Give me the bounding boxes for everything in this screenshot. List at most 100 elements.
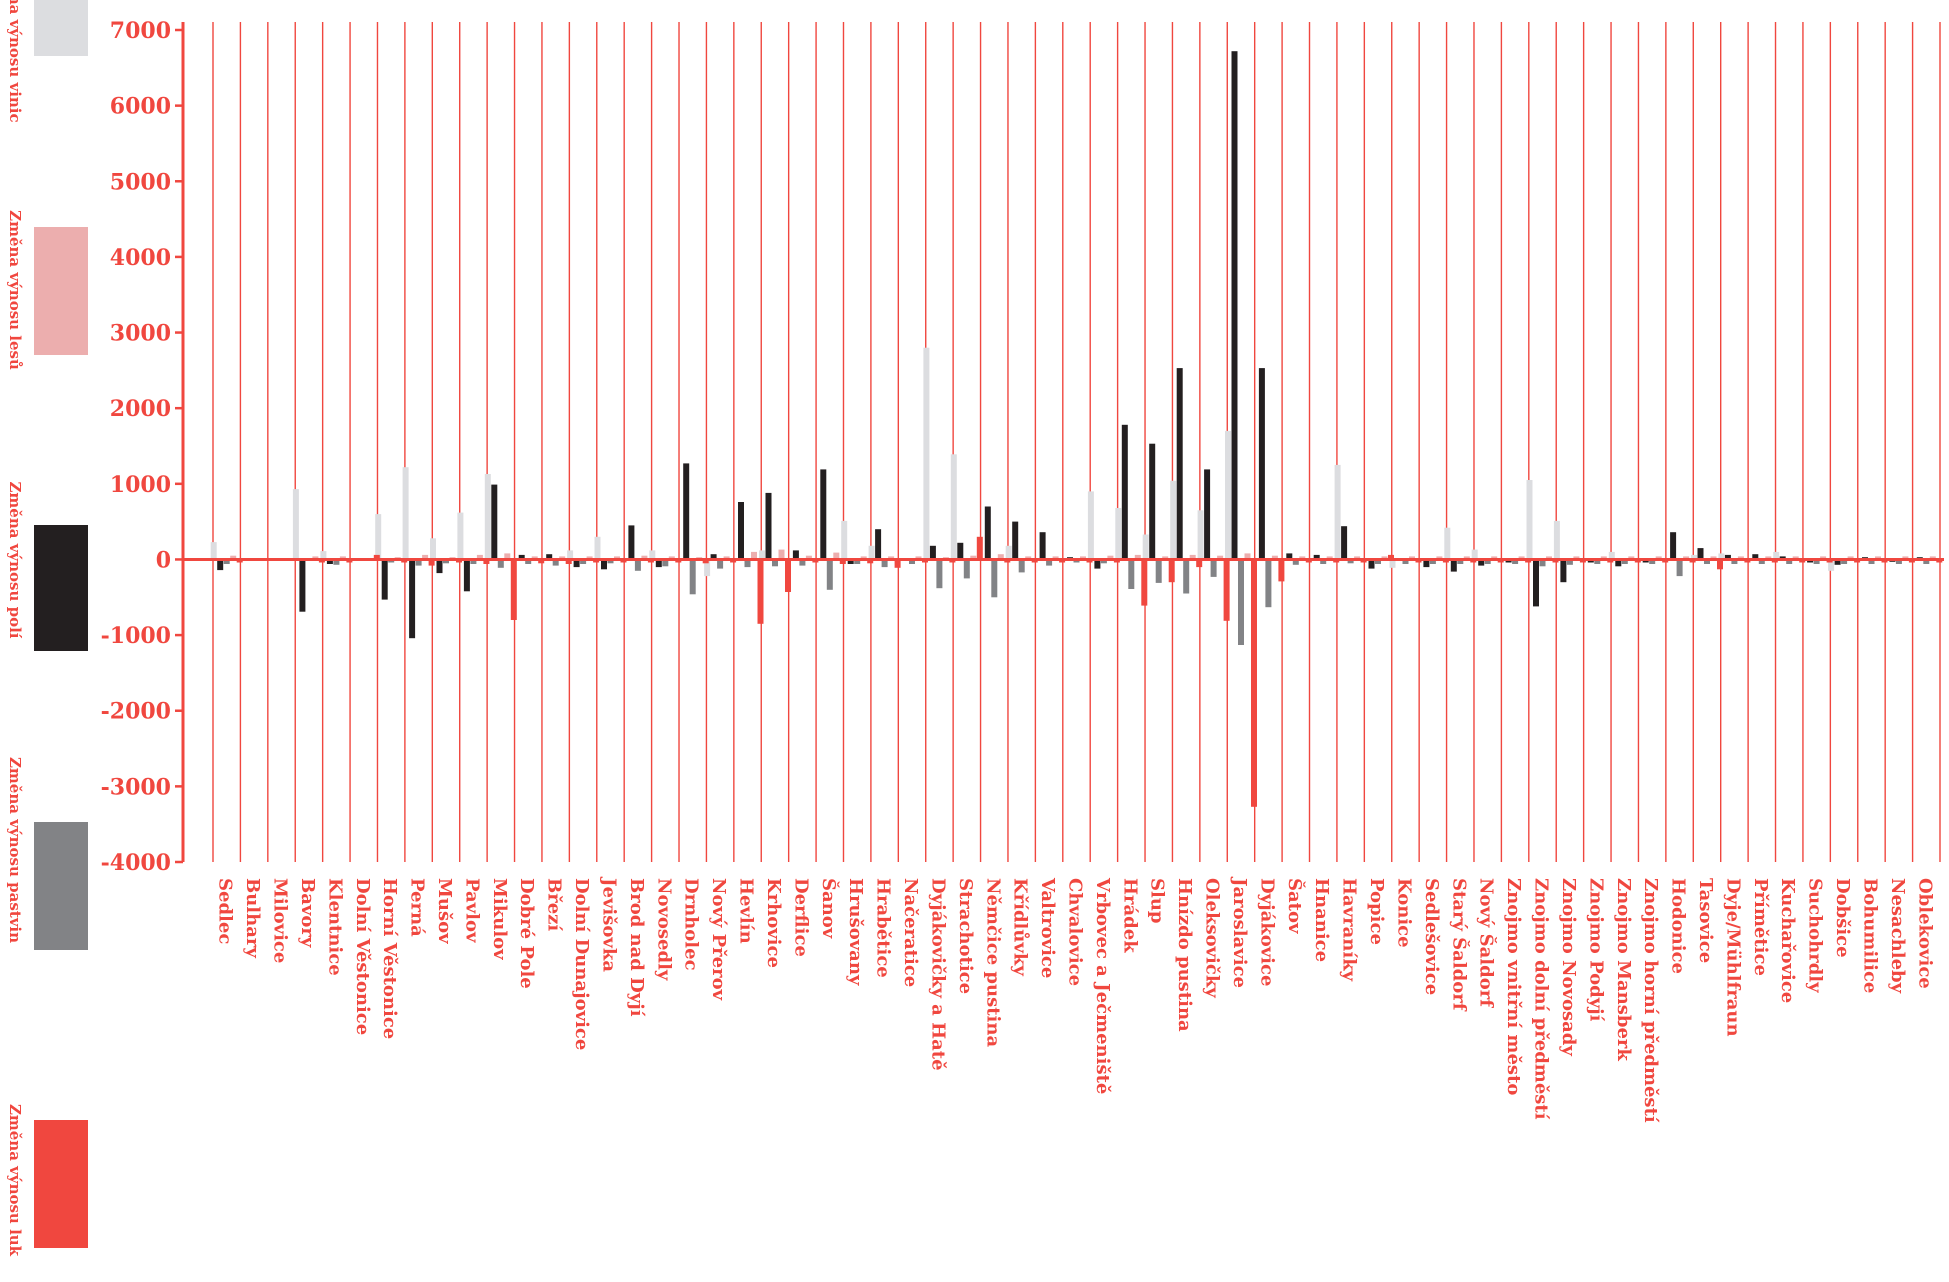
bar bbox=[759, 550, 765, 560]
bar bbox=[1450, 559, 1457, 572]
bar bbox=[875, 529, 882, 560]
bar bbox=[428, 559, 435, 566]
bar bbox=[634, 559, 641, 571]
bar bbox=[702, 559, 709, 564]
bar bbox=[1436, 556, 1443, 560]
bar bbox=[1566, 559, 1573, 565]
bar bbox=[1100, 559, 1107, 564]
bar bbox=[586, 556, 593, 560]
bar bbox=[723, 556, 730, 560]
bar bbox=[867, 559, 874, 564]
bar bbox=[525, 559, 532, 564]
bar bbox=[1875, 556, 1881, 560]
bar bbox=[860, 556, 867, 560]
bar bbox=[1457, 559, 1464, 564]
bar bbox=[620, 559, 627, 563]
bar bbox=[1752, 554, 1759, 560]
legend-swatch bbox=[34, 1120, 88, 1248]
bar bbox=[970, 555, 977, 560]
bar bbox=[1320, 559, 1327, 564]
x-tick-label: Suchohrdly bbox=[1805, 878, 1826, 993]
bar bbox=[929, 545, 936, 560]
y-tick-label: -2000 bbox=[101, 699, 171, 725]
bar bbox=[1210, 559, 1217, 577]
bar bbox=[456, 559, 462, 563]
bar bbox=[1628, 556, 1635, 560]
y-tick-label: 4000 bbox=[110, 245, 171, 271]
bar bbox=[401, 559, 408, 563]
bar bbox=[757, 559, 764, 624]
bar bbox=[326, 559, 333, 564]
bar bbox=[1354, 556, 1361, 560]
bar bbox=[299, 559, 306, 612]
bar bbox=[730, 559, 737, 563]
bar bbox=[1697, 548, 1704, 560]
bar bbox=[312, 556, 319, 560]
x-tick-label: Hnanice bbox=[1311, 878, 1332, 962]
x-tick-label: Dyjákovice bbox=[1256, 878, 1277, 986]
x-tick-label: Kuchařovice bbox=[1777, 878, 1798, 1003]
bar bbox=[1649, 559, 1656, 564]
bar bbox=[772, 559, 778, 567]
bar bbox=[476, 554, 483, 560]
x-tick-label: Znojmo Podyjí bbox=[1585, 878, 1606, 1022]
y-tick-label: 6000 bbox=[110, 94, 171, 120]
bar bbox=[839, 559, 846, 564]
bar bbox=[1765, 556, 1772, 560]
x-tick-label: Nový Přerov bbox=[708, 878, 729, 1001]
bar bbox=[388, 559, 395, 563]
x-tick-label: Pavlov bbox=[461, 878, 482, 943]
bar bbox=[1552, 559, 1559, 563]
bar bbox=[518, 554, 525, 560]
bar bbox=[1170, 480, 1177, 560]
bar bbox=[573, 559, 580, 568]
bar bbox=[647, 559, 654, 563]
bar bbox=[614, 556, 620, 560]
bar bbox=[1225, 430, 1231, 560]
bar bbox=[888, 556, 895, 560]
bar bbox=[1908, 559, 1915, 563]
bar bbox=[1491, 556, 1498, 560]
bar bbox=[649, 550, 656, 560]
y-tick-label: -4000 bbox=[101, 850, 171, 876]
bar bbox=[223, 559, 230, 564]
x-tick-label: Bohumilice bbox=[1860, 878, 1881, 993]
bar bbox=[1758, 559, 1765, 564]
bar bbox=[601, 559, 607, 570]
bar bbox=[1005, 545, 1012, 560]
bar bbox=[1080, 556, 1086, 560]
bar bbox=[1347, 559, 1354, 564]
bar bbox=[1704, 559, 1710, 564]
bar bbox=[292, 489, 299, 560]
bar bbox=[1923, 559, 1930, 564]
bar bbox=[567, 550, 574, 560]
bar bbox=[1031, 559, 1038, 563]
bar bbox=[1189, 554, 1196, 560]
bar bbox=[1442, 559, 1449, 563]
x-tick-label: Dobré Pole bbox=[516, 878, 537, 989]
legend-label: Změna výnosu luk bbox=[6, 1104, 24, 1257]
x-tick-label: Dolní Dunajovice bbox=[571, 878, 592, 1050]
bar bbox=[1278, 559, 1285, 582]
y-tick-label: -1000 bbox=[101, 623, 171, 649]
x-tick-label: Milovice bbox=[270, 878, 291, 963]
bar bbox=[785, 559, 791, 592]
bar bbox=[1196, 559, 1203, 568]
x-tick-label: Drnholec bbox=[681, 878, 702, 971]
bar bbox=[565, 559, 572, 564]
bar bbox=[1073, 559, 1080, 563]
bar bbox=[346, 559, 353, 563]
bar bbox=[1799, 559, 1806, 563]
x-tick-label: Jevišovka bbox=[599, 876, 620, 972]
bar bbox=[957, 542, 964, 560]
x-tick-label: Derflice bbox=[790, 878, 811, 957]
bar bbox=[950, 454, 957, 560]
bar bbox=[751, 551, 757, 560]
bar bbox=[1012, 521, 1019, 560]
bar bbox=[1265, 559, 1272, 608]
bar bbox=[457, 512, 464, 560]
bar bbox=[1415, 559, 1422, 563]
bar bbox=[923, 347, 930, 560]
bar bbox=[833, 552, 840, 560]
bar bbox=[662, 559, 669, 567]
